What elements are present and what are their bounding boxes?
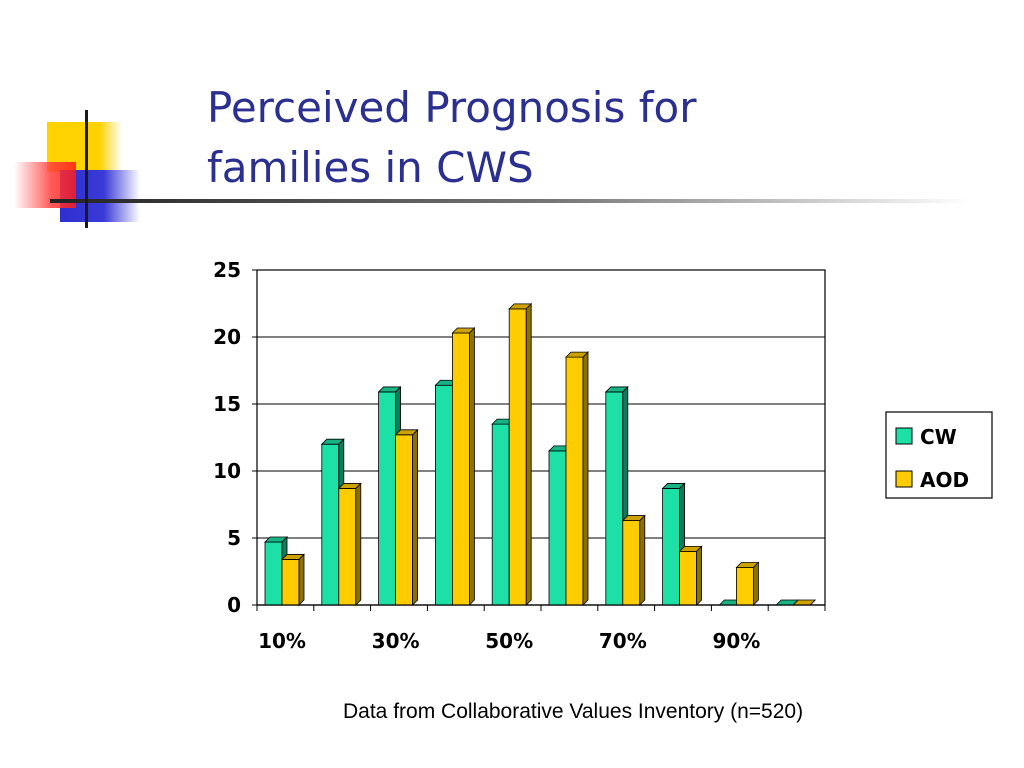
bar-front <box>281 559 300 606</box>
bar-front <box>451 332 470 606</box>
legend-swatch <box>895 470 913 488</box>
bar-front <box>434 384 453 606</box>
bar <box>281 553 305 606</box>
bar-side <box>639 514 646 606</box>
bar-side <box>753 561 759 606</box>
bar-front <box>264 541 283 606</box>
x-tick-label: 90% <box>712 629 760 653</box>
bar-chart: 0 5 10 15 20 25 10% 30% 50% 70% 90% CW AOD <box>213 258 993 653</box>
bar <box>792 599 817 606</box>
bar-side <box>525 302 532 606</box>
x-tick-label: 30% <box>372 629 420 653</box>
bar-side <box>582 351 589 606</box>
deco-vertical-line <box>85 110 88 228</box>
y-tick-label: 5 <box>227 526 241 550</box>
bar <box>621 514 646 606</box>
y-tick-label: 20 <box>213 325 241 349</box>
title-line-1: Perceived Prognosis for <box>207 83 697 132</box>
bar <box>451 327 476 606</box>
page-title: Perceived Prognosis for families in CWS <box>207 78 696 198</box>
bar-front <box>605 391 624 606</box>
bar <box>565 351 589 606</box>
bar-front <box>508 308 527 606</box>
bar-side <box>809 599 816 606</box>
bar-front <box>679 551 697 606</box>
title-rule <box>50 199 970 203</box>
chart-bars <box>264 302 817 606</box>
bar <box>678 545 703 606</box>
bar-front <box>565 356 584 606</box>
title-decoration <box>14 110 970 228</box>
legend-label: AOD <box>920 468 969 492</box>
y-axis-ticks: 0 5 10 15 20 25 <box>213 258 257 617</box>
bar-front <box>338 488 357 606</box>
bar-front <box>395 434 414 606</box>
bar <box>394 428 419 606</box>
bar-side <box>412 428 419 606</box>
x-tick-label: 50% <box>485 629 533 653</box>
bar-side <box>696 545 702 606</box>
bar-front <box>491 423 510 606</box>
bar-front <box>622 520 641 606</box>
y-tick-label: 25 <box>213 258 241 282</box>
data-source-caption: Data from Collaborative Values Inventory… <box>343 700 804 723</box>
bar <box>508 302 533 606</box>
y-tick-label: 0 <box>227 593 241 617</box>
bar <box>735 561 760 606</box>
x-tick-label: 70% <box>599 629 647 653</box>
y-tick-label: 15 <box>213 392 241 416</box>
y-tick-label: 10 <box>213 459 241 483</box>
legend-label: CW <box>920 425 957 449</box>
bar-front <box>548 450 567 606</box>
bar-side <box>468 327 475 606</box>
bar-front <box>321 443 340 606</box>
legend-swatch <box>895 427 913 445</box>
chart-legend: CW AOD <box>885 411 993 499</box>
bar-front <box>736 567 754 606</box>
bar <box>337 482 362 606</box>
x-tick-label: 10% <box>258 629 306 653</box>
bar-front <box>378 391 397 606</box>
title-line-2: families in CWS <box>207 143 534 192</box>
bar-side <box>298 553 305 606</box>
bar-front <box>662 488 680 606</box>
x-axis-ticks: 10% 30% 50% 70% 90% <box>256 605 826 653</box>
bar-side <box>355 482 362 606</box>
